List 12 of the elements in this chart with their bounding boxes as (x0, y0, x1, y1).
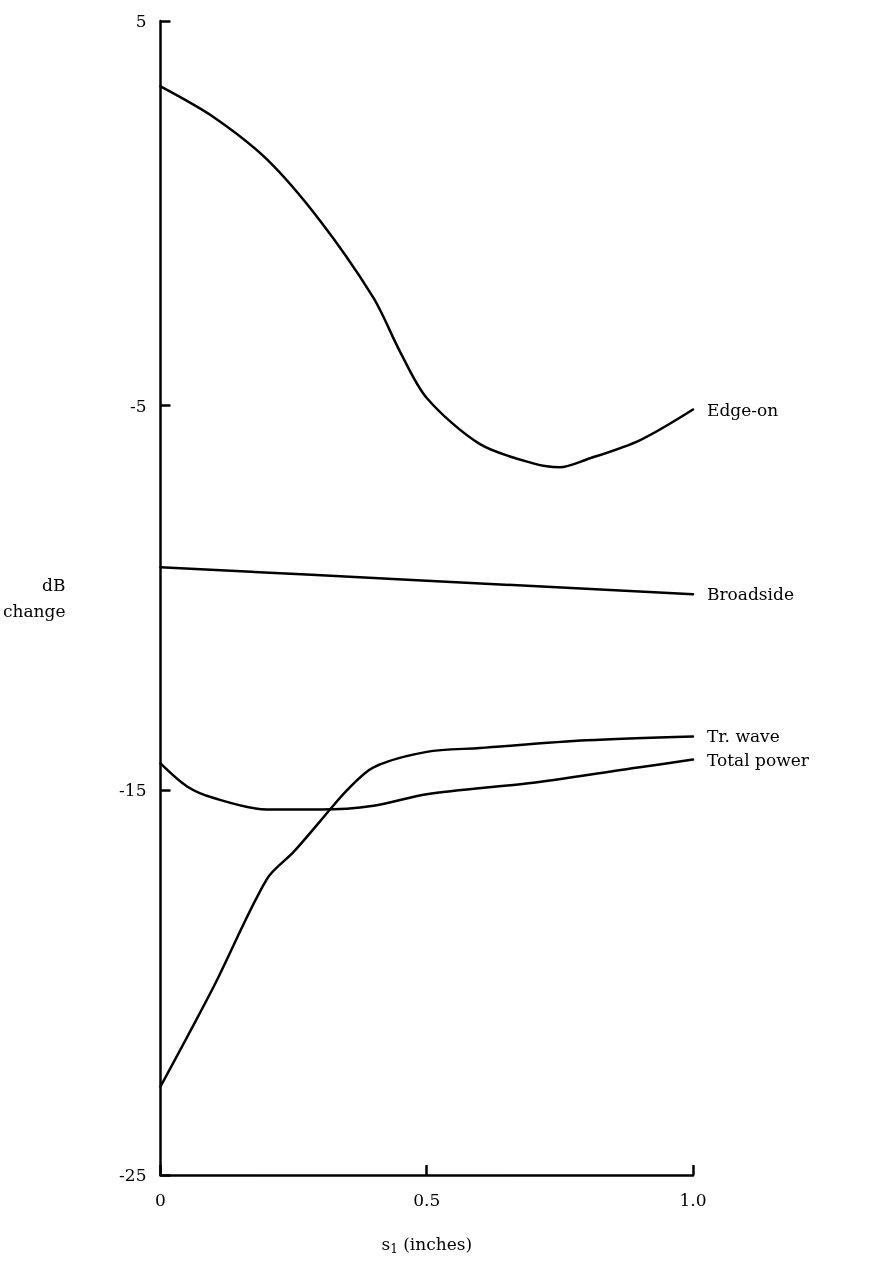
y-tick-label: -5 (129, 395, 147, 416)
y-tick-label: 5 (135, 11, 147, 31)
series-label: Tr. wave (707, 726, 780, 747)
series-label: Edge-on (707, 399, 779, 420)
y-tick-label: -25 (119, 1165, 147, 1185)
x-tick-label: 0.5 (413, 1189, 441, 1210)
x-tick-label: 1.0 (679, 1189, 707, 1210)
y-tick-label: -15 (119, 780, 147, 801)
series-label: Total power (707, 749, 810, 770)
x-tick-label: 0 (155, 1189, 166, 1210)
y-axis-title: dB change (3, 575, 66, 621)
series-label: Broadside (707, 584, 794, 605)
